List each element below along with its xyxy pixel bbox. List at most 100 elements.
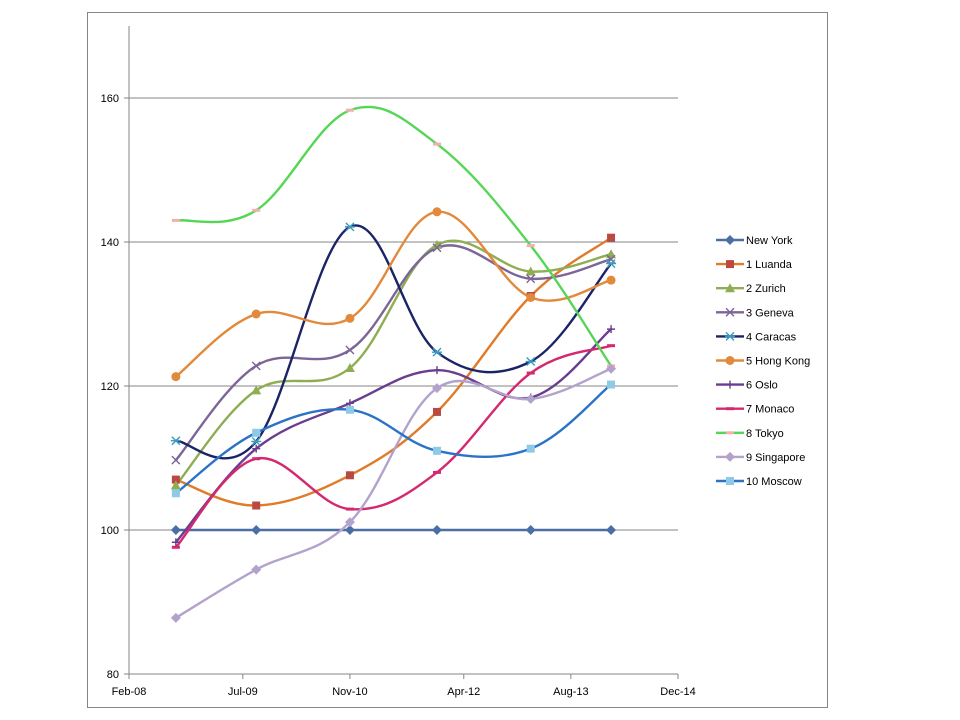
data-point (345, 471, 354, 480)
data-point (432, 366, 441, 375)
data-point (432, 207, 442, 217)
x-tick-label: Apr-12 (447, 686, 480, 698)
data-point (251, 385, 262, 395)
data-point (525, 393, 536, 404)
y-tick-label: 160 (101, 93, 119, 105)
data-point (251, 436, 262, 446)
y-tick-label: 80 (107, 669, 119, 681)
gridlines (129, 97, 678, 531)
data-point (606, 259, 617, 269)
x-tick-label: Aug-13 (553, 686, 588, 698)
legend-entry: 10 Moscow (716, 476, 802, 488)
data-point (252, 428, 261, 437)
legend-label: New York (746, 235, 793, 247)
legend-entry: 8 Tokyo (716, 428, 784, 440)
y-tick-label: 100 (101, 525, 119, 537)
legend-entry: 2 Zurich (716, 283, 786, 295)
data-point (606, 254, 616, 264)
legend-label: 6 Oslo (746, 380, 778, 392)
legend-entry: 4 Caracas (716, 331, 797, 343)
data-point (526, 444, 535, 453)
data-point (252, 501, 261, 510)
series-markers (170, 108, 617, 623)
data-point (171, 545, 180, 549)
data-point (171, 372, 181, 382)
x-tick-label: Jul-09 (228, 686, 258, 698)
data-point (432, 407, 441, 416)
x-tick-label: Dec-14 (660, 686, 695, 698)
data-point (526, 292, 536, 302)
data-point (607, 380, 616, 389)
data-point (251, 361, 261, 371)
data-point (252, 457, 261, 461)
legend-entry: 3 Geneva (716, 307, 795, 319)
legend-label: 9 Singapore (746, 452, 805, 464)
data-point (606, 275, 616, 285)
legend-label: 2 Zurich (746, 283, 786, 295)
data-point (171, 218, 180, 222)
data-point (525, 266, 536, 276)
data-point (432, 470, 441, 474)
chart-frame (87, 12, 828, 708)
data-point (251, 525, 262, 535)
legend-entry: 9 Singapore (716, 451, 805, 464)
y-tick-label: 120 (101, 381, 119, 393)
data-point (526, 244, 535, 248)
data-point (432, 142, 441, 146)
series-line-8 (174, 105, 613, 367)
data-point (726, 431, 734, 435)
x-tick-label: Nov-10 (332, 686, 367, 698)
data-point (431, 347, 442, 357)
data-point (344, 525, 355, 535)
legend-label: 3 Geneva (746, 307, 795, 319)
data-point (170, 480, 181, 490)
legend-label: 5 Hong Kong (746, 356, 810, 368)
data-point (251, 309, 261, 319)
data-point (726, 380, 734, 389)
x-tick-label: Feb-08 (112, 686, 147, 698)
data-point (344, 363, 355, 372)
legend-entry: New York (716, 235, 793, 247)
legend-label: 1 Luanda (746, 259, 793, 271)
legend-label: 8 Tokyo (746, 428, 784, 440)
data-point (606, 525, 617, 535)
data-point (725, 356, 735, 365)
y-tick-label: 140 (101, 237, 119, 249)
data-point (431, 525, 442, 535)
data-point (526, 371, 535, 375)
data-point (726, 407, 734, 411)
data-point (345, 507, 354, 511)
data-point (345, 108, 354, 112)
legend-label: 10 Moscow (746, 476, 802, 488)
data-point (170, 525, 181, 535)
data-point (606, 363, 617, 374)
data-point (725, 307, 735, 317)
data-point (171, 475, 180, 484)
data-point (344, 222, 355, 232)
series-lines (174, 105, 613, 620)
data-point (432, 243, 442, 253)
data-point (345, 313, 355, 323)
data-point (525, 525, 536, 535)
data-point (171, 489, 180, 498)
data-point (725, 331, 735, 341)
data-point (606, 249, 617, 259)
legend-label: 7 Monaco (746, 404, 794, 416)
data-point (726, 260, 734, 269)
data-point (171, 455, 181, 465)
data-point (252, 444, 261, 453)
data-point (170, 436, 181, 446)
data-point (607, 233, 616, 242)
data-point (171, 538, 180, 547)
data-point (170, 612, 181, 623)
data-point (432, 446, 441, 455)
legend-entry: 7 Monaco (716, 404, 794, 416)
data-point (526, 274, 536, 284)
data-point (607, 325, 616, 334)
series-line-9 (174, 367, 613, 620)
legend-entry: 6 Oslo (716, 380, 778, 392)
data-point (345, 405, 354, 414)
data-point (251, 564, 262, 575)
legend: New York 1 Luanda 2 Zurich 3 Geneva 4 Caraca… (716, 235, 810, 488)
